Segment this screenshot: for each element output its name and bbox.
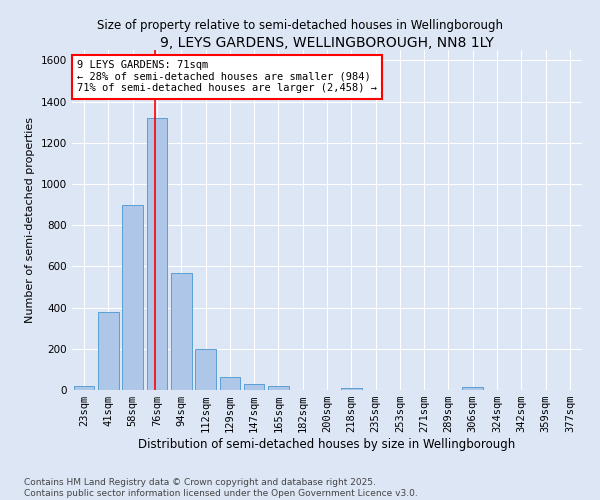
Title: 9, LEYS GARDENS, WELLINGBOROUGH, NN8 1LY: 9, LEYS GARDENS, WELLINGBOROUGH, NN8 1LY <box>160 36 494 50</box>
Text: Contains HM Land Registry data © Crown copyright and database right 2025.
Contai: Contains HM Land Registry data © Crown c… <box>24 478 418 498</box>
Y-axis label: Number of semi-detached properties: Number of semi-detached properties <box>25 117 35 323</box>
Bar <box>244 384 265 390</box>
Bar <box>98 312 119 390</box>
Bar <box>195 349 216 390</box>
Bar <box>220 376 240 390</box>
Bar <box>171 272 191 390</box>
Bar <box>122 204 143 390</box>
X-axis label: Distribution of semi-detached houses by size in Wellingborough: Distribution of semi-detached houses by … <box>139 438 515 451</box>
Bar <box>146 118 167 390</box>
Bar <box>341 388 362 390</box>
Bar <box>74 386 94 390</box>
Text: Size of property relative to semi-detached houses in Wellingborough: Size of property relative to semi-detach… <box>97 20 503 32</box>
Text: 9 LEYS GARDENS: 71sqm
← 28% of semi-detached houses are smaller (984)
71% of sem: 9 LEYS GARDENS: 71sqm ← 28% of semi-deta… <box>77 60 377 94</box>
Bar <box>463 387 483 390</box>
Bar <box>268 386 289 390</box>
